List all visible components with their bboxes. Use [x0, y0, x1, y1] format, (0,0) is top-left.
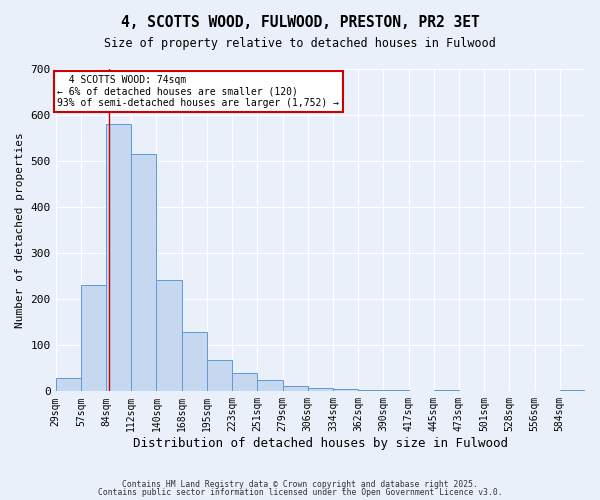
Bar — [308, 388, 333, 392]
Bar — [560, 390, 585, 392]
Bar — [182, 332, 207, 392]
Text: 4, SCOTTS WOOD, FULWOOD, PRESTON, PR2 3ET: 4, SCOTTS WOOD, FULWOOD, PRESTON, PR2 3E… — [121, 15, 479, 30]
Bar — [257, 380, 283, 392]
Bar — [207, 360, 232, 392]
Bar — [333, 389, 358, 392]
Bar — [106, 124, 131, 392]
Text: Contains public sector information licensed under the Open Government Licence v3: Contains public sector information licen… — [98, 488, 502, 497]
Bar — [131, 154, 157, 392]
X-axis label: Distribution of detached houses by size in Fulwood: Distribution of detached houses by size … — [133, 437, 508, 450]
Bar — [383, 390, 409, 392]
Bar — [81, 284, 106, 392]
Text: Contains HM Land Registry data © Crown copyright and database right 2025.: Contains HM Land Registry data © Crown c… — [122, 480, 478, 489]
Text: Size of property relative to detached houses in Fulwood: Size of property relative to detached ho… — [104, 38, 496, 51]
Bar — [434, 390, 459, 392]
Bar — [232, 373, 257, 392]
Bar — [358, 390, 383, 392]
Text: 4 SCOTTS WOOD: 74sqm
← 6% of detached houses are smaller (120)
93% of semi-detac: 4 SCOTTS WOOD: 74sqm ← 6% of detached ho… — [58, 74, 340, 108]
Bar — [157, 280, 182, 392]
Y-axis label: Number of detached properties: Number of detached properties — [15, 132, 25, 328]
Bar — [56, 378, 81, 392]
Bar — [283, 386, 308, 392]
